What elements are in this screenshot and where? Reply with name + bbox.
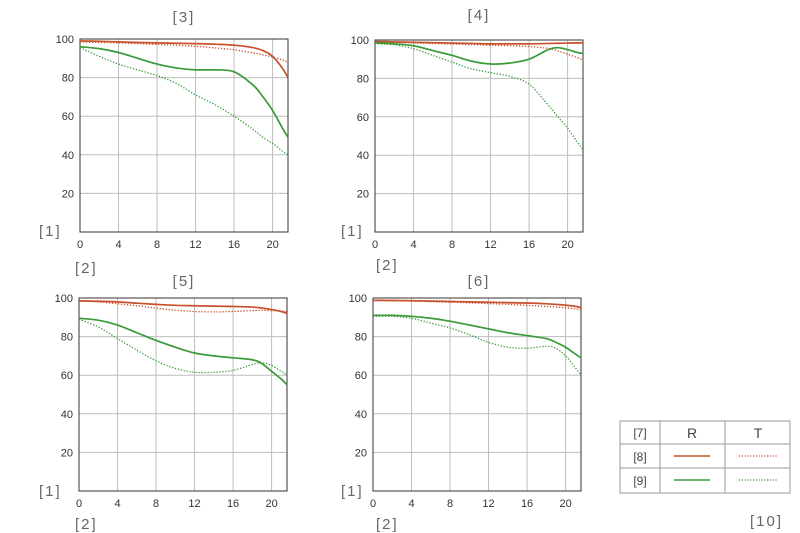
x-tick-label: 20 bbox=[559, 498, 571, 510]
x-tick-label: 4 bbox=[408, 498, 414, 510]
series-line-green-dotted bbox=[78, 318, 288, 376]
panel-title: [5] bbox=[173, 273, 196, 290]
x-axis-label-panel-3: [2] bbox=[75, 516, 98, 533]
y-tick-label: 20 bbox=[357, 189, 369, 201]
x-tick-label: 12 bbox=[189, 239, 201, 251]
x-axis-label-panel-1: [2] bbox=[75, 260, 98, 277]
series-line-green-dotted bbox=[79, 47, 289, 156]
legend-row-a-label: [8] bbox=[633, 450, 646, 464]
series-line-green-solid bbox=[78, 317, 288, 386]
x-tick-label: 8 bbox=[154, 239, 160, 251]
y-tick-label: 80 bbox=[355, 332, 367, 344]
mtf-panel-1: 0 4 8 12 16 20 20 40 60 80 100 [3] bbox=[56, 9, 289, 251]
y-tick-label: 20 bbox=[355, 447, 367, 459]
y-tick-label: 80 bbox=[357, 73, 369, 85]
series-line-red-solid bbox=[79, 40, 289, 79]
y-tick-label: 40 bbox=[62, 150, 74, 162]
mtf-panel-2: 0 4 8 12 16 20 20 40 60 80 100 [4] bbox=[351, 7, 584, 251]
x-tick-label: 8 bbox=[447, 498, 453, 510]
x-tick-label: 12 bbox=[484, 239, 496, 251]
legend-header-label: [7] bbox=[633, 426, 646, 440]
series-line-red-dotted bbox=[372, 299, 582, 311]
y-tick-label: 60 bbox=[357, 112, 369, 124]
x-tick-label: 12 bbox=[482, 498, 494, 510]
x-tick-label: 16 bbox=[523, 239, 535, 251]
x-tick-label: 4 bbox=[114, 498, 120, 510]
x-tick-label: 0 bbox=[370, 498, 376, 510]
series-line-green-solid bbox=[79, 45, 289, 138]
y-tick-label: 40 bbox=[357, 150, 369, 162]
corner-note-label: [10] bbox=[750, 513, 783, 530]
y-tick-label: 100 bbox=[351, 35, 369, 47]
series-line-red-dotted bbox=[374, 41, 584, 61]
panel-title: [6] bbox=[468, 273, 491, 290]
legend-col-t: T bbox=[754, 425, 763, 441]
series-line-red-solid bbox=[78, 300, 288, 315]
x-tick-label: 8 bbox=[153, 498, 159, 510]
x-tick-label: 20 bbox=[266, 239, 278, 251]
x-tick-label: 0 bbox=[77, 239, 83, 251]
x-tick-label: 12 bbox=[188, 498, 200, 510]
y-tick-label: 40 bbox=[61, 409, 73, 421]
legend-table: [7] R T [8] [9] bbox=[619, 420, 791, 494]
x-tick-label: 16 bbox=[227, 498, 239, 510]
x-axis-label-panel-2: [2] bbox=[376, 257, 399, 274]
x-tick-label: 0 bbox=[76, 498, 82, 510]
plot-frame bbox=[79, 38, 289, 233]
series-line-green-solid bbox=[372, 314, 582, 359]
series-line-green-dotted bbox=[374, 43, 584, 150]
plot-frame bbox=[372, 297, 582, 492]
series-line-red-dotted bbox=[79, 41, 289, 63]
y-tick-label: 100 bbox=[55, 293, 73, 305]
panel-title: [3] bbox=[173, 9, 196, 26]
x-tick-label: 8 bbox=[449, 239, 455, 251]
x-axis-label-panel-4: [2] bbox=[376, 516, 399, 533]
y-tick-label: 40 bbox=[355, 409, 367, 421]
x-tick-label: 16 bbox=[228, 239, 240, 251]
y-tick-label: 20 bbox=[62, 188, 74, 200]
y-tick-label: 60 bbox=[355, 370, 367, 382]
plot-frame bbox=[78, 297, 288, 492]
y-axis-label-panel-2: [1] bbox=[341, 223, 364, 240]
legend-row-b-label: [9] bbox=[633, 474, 646, 488]
series-line-red-dotted bbox=[78, 300, 288, 313]
series-line-green-dotted bbox=[372, 315, 582, 376]
x-tick-label: 20 bbox=[265, 498, 277, 510]
x-tick-label: 4 bbox=[115, 239, 121, 251]
plot-frame bbox=[374, 39, 584, 233]
x-tick-label: 4 bbox=[410, 239, 416, 251]
y-axis-label-panel-3: [1] bbox=[39, 483, 62, 500]
y-tick-label: 60 bbox=[61, 370, 73, 382]
y-tick-label: 20 bbox=[61, 447, 73, 459]
legend-frame bbox=[619, 420, 791, 494]
y-tick-label: 100 bbox=[349, 293, 367, 305]
y-tick-label: 80 bbox=[62, 73, 74, 85]
y-tick-label: 60 bbox=[62, 111, 74, 123]
y-axis-label-panel-1: [1] bbox=[39, 223, 62, 240]
y-tick-label: 80 bbox=[61, 332, 73, 344]
x-tick-label: 16 bbox=[521, 498, 533, 510]
x-tick-label: 20 bbox=[561, 239, 573, 251]
panel-title: [4] bbox=[468, 7, 491, 24]
x-tick-label: 0 bbox=[372, 239, 378, 251]
mtf-panel-4: 0 4 8 12 16 20 20 40 60 80 100 [6] bbox=[349, 273, 582, 510]
y-axis-label-panel-4: [1] bbox=[341, 483, 364, 500]
y-tick-label: 100 bbox=[56, 34, 74, 46]
mtf-panel-3: 0 4 8 12 16 20 20 40 60 80 100 [5] bbox=[55, 273, 288, 510]
legend-col-r: R bbox=[687, 425, 697, 441]
series-line-green-solid bbox=[374, 42, 584, 65]
